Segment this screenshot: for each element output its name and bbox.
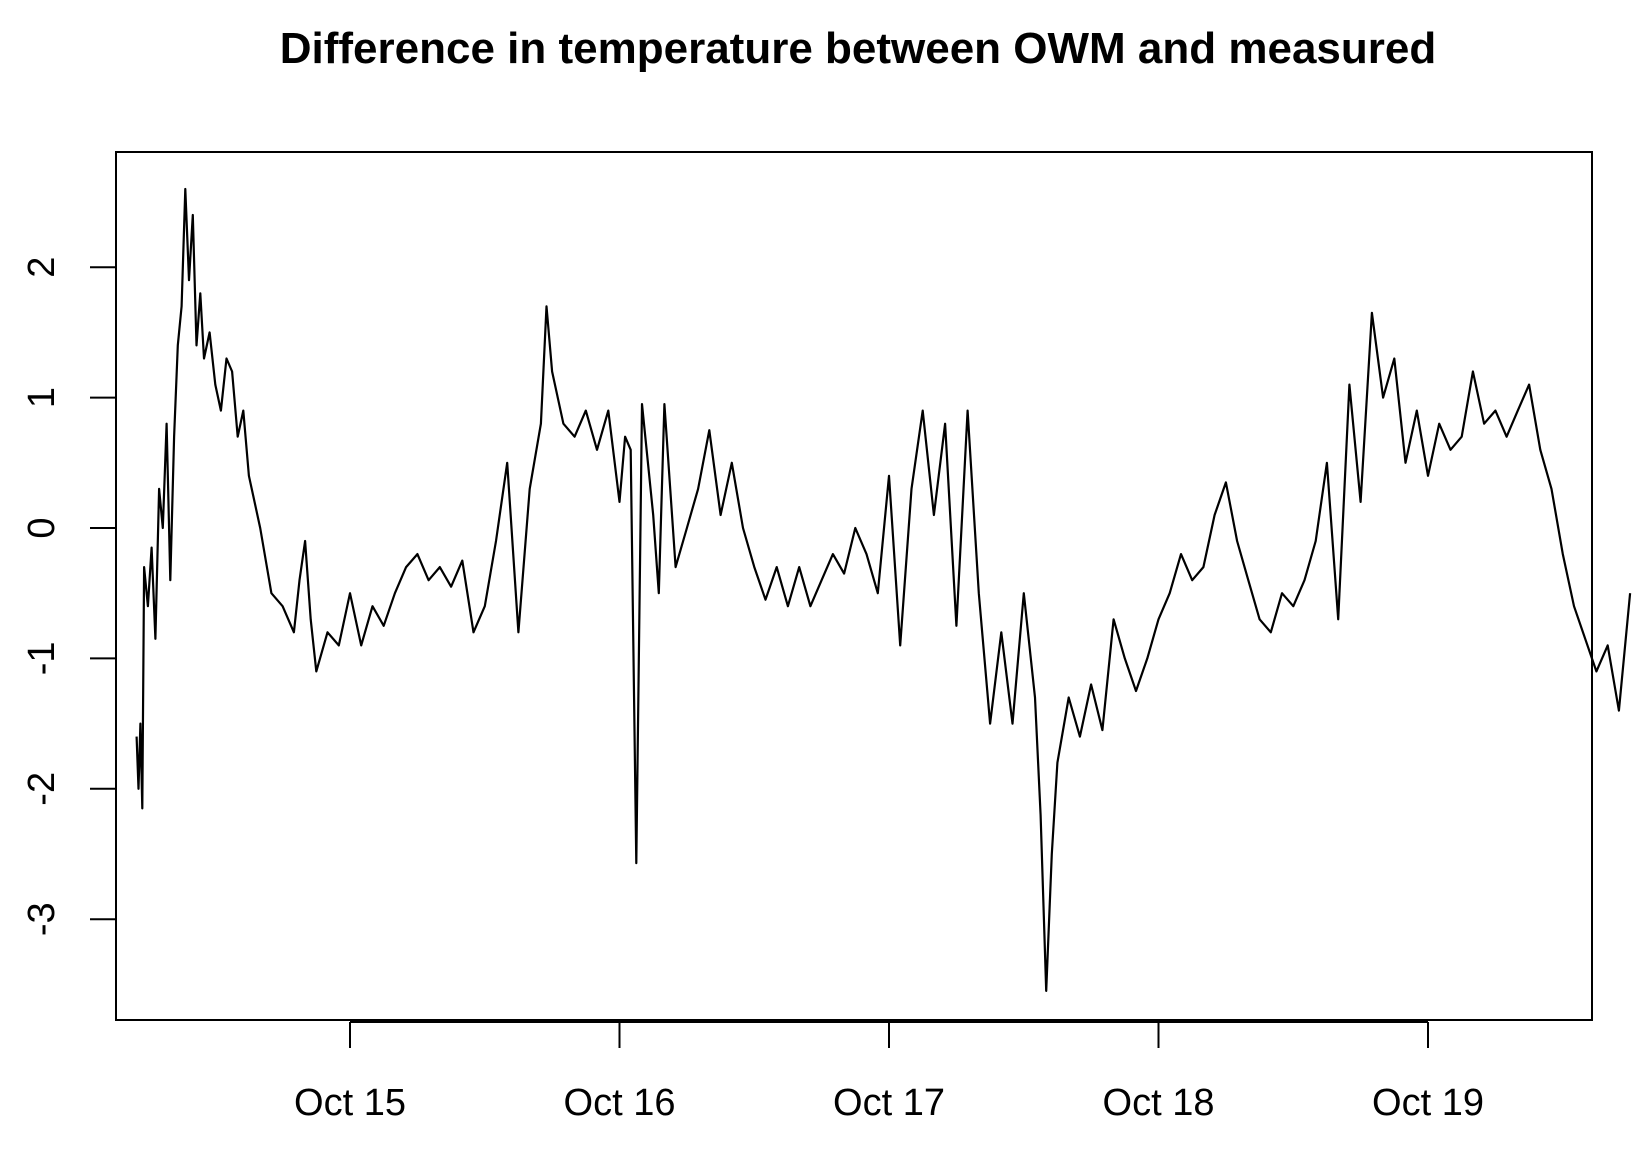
plot-frame (115, 151, 1593, 1021)
x-tick-label: Oct 16 (564, 1082, 676, 1124)
x-tick-label: Oct 17 (833, 1082, 945, 1124)
x-tick-label: Oct 15 (294, 1082, 406, 1124)
y-tick-label: 2 (21, 257, 63, 278)
y-tick-label: -2 (21, 772, 63, 806)
x-tick-label: Oct 18 (1103, 1082, 1215, 1124)
y-axis-ticks: -3 -2 -1 0 1 2 (21, 257, 116, 936)
y-tick-label: -3 (21, 902, 63, 936)
y-tick-label: 0 (21, 517, 63, 538)
y-tick-label: -1 (21, 642, 63, 676)
chart-title: Difference in temperature between OWM an… (280, 24, 1437, 73)
x-axis-ticks: Oct 15 Oct 16 Oct 17 Oct 18 Oct 19 (294, 1022, 1484, 1124)
y-tick-label: 1 (21, 387, 63, 408)
temperature-difference-line (135, 187, 1632, 992)
x-tick-label: Oct 19 (1372, 1082, 1484, 1124)
